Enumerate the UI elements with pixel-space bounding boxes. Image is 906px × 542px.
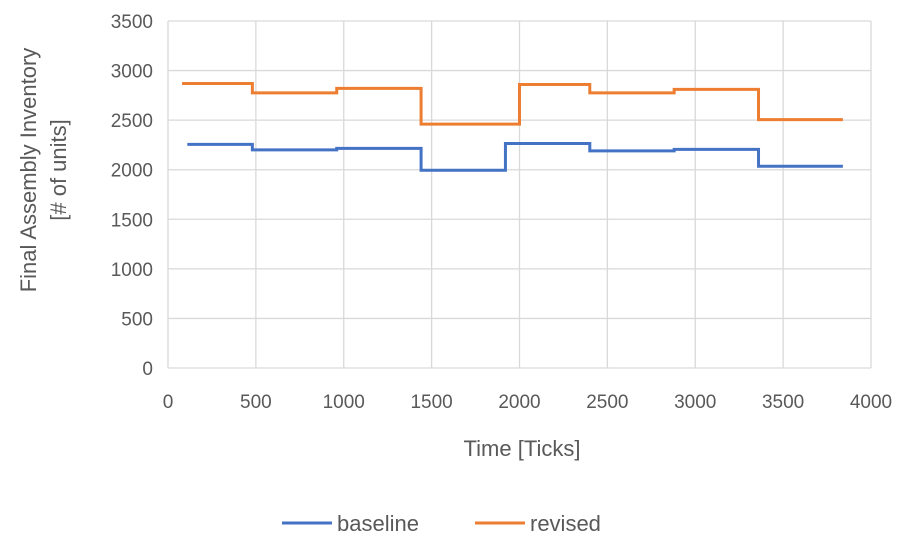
x-tick-label: 2500 xyxy=(586,392,628,413)
y-tick-label: 3500 xyxy=(111,12,153,33)
series-line-revised xyxy=(182,81,843,126)
y-tick-label: 1500 xyxy=(111,210,153,231)
series-line-baseline xyxy=(187,141,843,172)
x-tick-label: 3000 xyxy=(674,392,716,413)
x-tick-label: 0 xyxy=(163,392,174,413)
series-lines xyxy=(182,81,843,172)
y-tick-label: 1000 xyxy=(111,260,153,281)
legend-label-revised: revised xyxy=(530,511,601,536)
x-axis-ticks: 0 500 1000 1500 2000 2500 3000 3500 4000 xyxy=(163,392,892,413)
y-tick-label: 2500 xyxy=(111,111,153,132)
y-tick-label: 0 xyxy=(142,359,153,380)
y-tick-label: 500 xyxy=(121,309,153,330)
y-axis-title-line-1: Final Assembly Inventory xyxy=(16,48,41,293)
x-tick-label: 4000 xyxy=(850,392,892,413)
x-tick-label: 1500 xyxy=(410,392,452,413)
legend: baseline revised xyxy=(282,511,601,536)
x-tick-label: 2000 xyxy=(498,392,540,413)
gridlines xyxy=(167,20,872,369)
y-tick-label: 2000 xyxy=(111,161,153,182)
y-axis-ticks: 0 500 1000 1500 2000 2500 3000 3500 xyxy=(111,12,153,380)
y-axis-title-line-2: [# of units] xyxy=(46,119,71,221)
x-tick-label: 500 xyxy=(240,392,272,413)
x-tick-label: 1000 xyxy=(323,392,365,413)
x-axis-title: Time [Ticks] xyxy=(464,436,581,461)
y-tick-label: 3000 xyxy=(111,62,153,83)
legend-label-baseline: baseline xyxy=(337,511,419,536)
y-axis-title: Final Assembly Inventory [# of units] xyxy=(16,48,71,293)
x-tick-label: 3500 xyxy=(762,392,804,413)
